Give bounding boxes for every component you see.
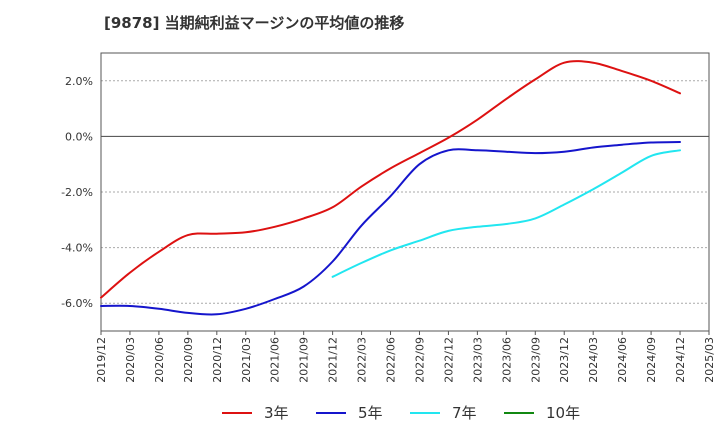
x-tick-label: 2022/09 xyxy=(413,337,426,383)
line-chart: 2.0%0.0%-2.0%-4.0%-6.0% 2019/12 2020/03 20… xyxy=(61,52,716,383)
grid-lines xyxy=(101,80,709,304)
legend-label: 3年 xyxy=(264,404,289,422)
x-tick-label: 2023/06 xyxy=(500,337,513,383)
x-tick-label: 2020/03 xyxy=(124,337,137,383)
series-line-2 xyxy=(331,149,681,278)
legend-label: 7年 xyxy=(452,404,477,422)
y-tick-label: -6.0% xyxy=(61,297,93,310)
legend-item: 5年 xyxy=(316,402,383,423)
legend-item: 3年 xyxy=(222,402,289,423)
chart-title: [9878] 当期純利益マージンの平均値の推移 xyxy=(104,14,405,32)
x-tick-label: 2020/12 xyxy=(211,337,224,383)
x-tick-label: 2025/03 xyxy=(703,337,716,383)
legend-item: 10年 xyxy=(504,402,580,423)
x-tick-label: 2023/12 xyxy=(558,337,571,383)
y-tick-label: -2.0% xyxy=(61,186,93,199)
x-tick-label: 2020/09 xyxy=(182,337,195,383)
x-tick-label: 2021/06 xyxy=(269,337,282,383)
x-tick-label: 2020/06 xyxy=(153,337,166,383)
x-tick-label: 2024/12 xyxy=(674,337,687,383)
x-tick-label: 2021/09 xyxy=(298,337,311,383)
y-axis: 2.0% 0.0% -2.0% -4.0% -6.0% xyxy=(61,75,93,310)
x-tick-label: 2022/12 xyxy=(442,337,455,383)
x-tick-label: 2024/09 xyxy=(645,337,658,383)
x-tick-label: 2021/03 xyxy=(240,337,253,383)
series-line-0 xyxy=(100,60,681,299)
legend-swatch xyxy=(504,411,534,414)
legend: 3年 5年 7年 10年 xyxy=(0,402,720,426)
x-tick-label: 2021/12 xyxy=(327,337,340,383)
y-tick-label: 2.0% xyxy=(65,75,93,88)
x-tick-label: 2023/03 xyxy=(471,337,484,383)
x-tick-label: 2023/09 xyxy=(529,337,542,383)
legend-label: 10年 xyxy=(546,404,581,422)
x-tick-label: 2022/03 xyxy=(356,337,369,383)
legend-swatch xyxy=(316,411,346,414)
x-tick-label: 2022/06 xyxy=(385,337,398,383)
series-lines xyxy=(100,60,681,316)
y-tick-label: -4.0% xyxy=(61,242,93,255)
legend-swatch xyxy=(410,411,440,414)
legend-swatch xyxy=(222,411,252,414)
x-tick-label: 2019/12 xyxy=(95,337,108,383)
x-axis: 2019/12 2020/03 2020/06 2020/09 2020/12 2021/… xyxy=(95,331,716,383)
y-tick-label: 0.0% xyxy=(65,130,93,143)
legend-item: 7年 xyxy=(410,402,477,423)
series-line-1 xyxy=(100,141,681,316)
x-tick-label: 2024/06 xyxy=(616,337,629,383)
plot-area-frame xyxy=(100,52,710,332)
x-tick-label: 2024/03 xyxy=(587,337,600,383)
legend-label: 5年 xyxy=(358,404,383,422)
